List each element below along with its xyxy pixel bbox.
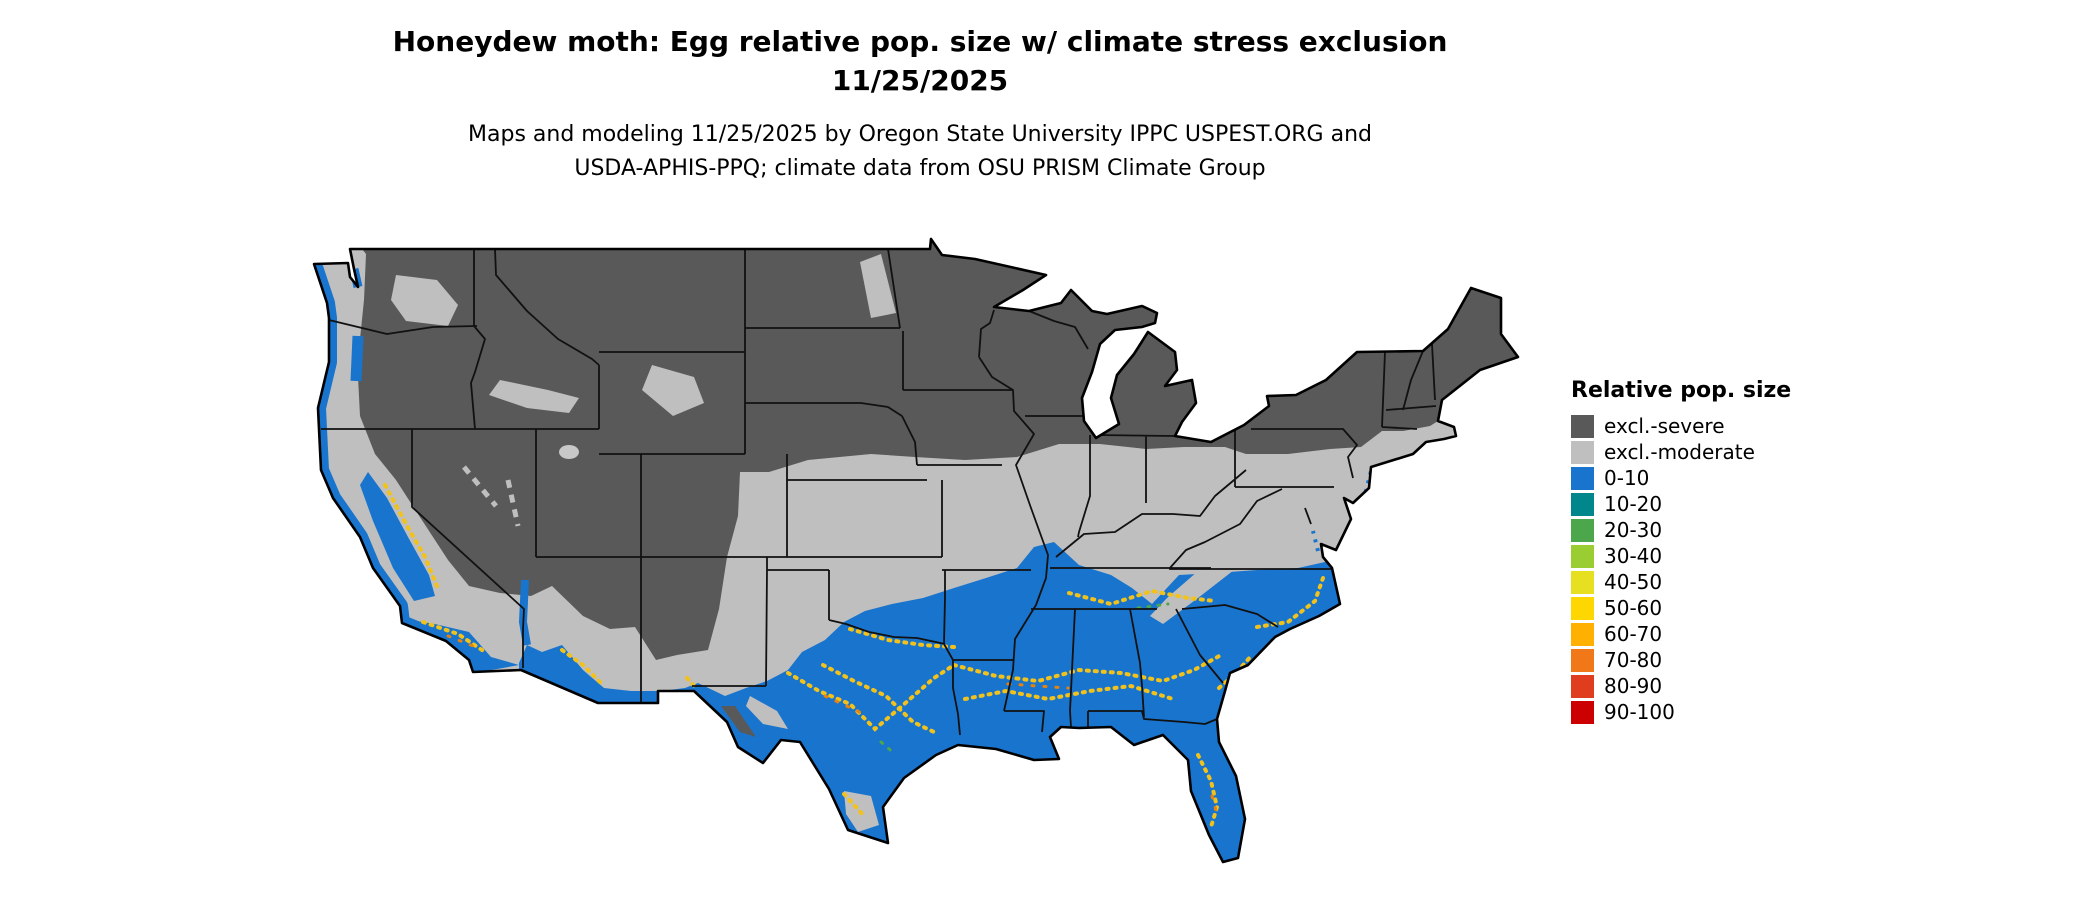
legend-item-20-30: 20-30	[1571, 519, 1871, 542]
great-salt-lake	[559, 445, 579, 459]
legend-item-70-80: 70-80	[1571, 649, 1871, 672]
layer-population-willamette	[350, 335, 364, 382]
legend-label: 60-70	[1604, 622, 1663, 646]
subtitle-line-1: Maps and modeling 11/25/2025 by Oregon S…	[468, 122, 1372, 147]
page-title: Honeydew moth: Egg relative pop. size w/…	[0, 22, 1840, 100]
legend-swatch	[1571, 441, 1594, 464]
legend: Relative pop. size excl.-severe excl.-mo…	[1571, 378, 1871, 727]
legend-swatch	[1571, 675, 1594, 698]
legend-swatch	[1571, 597, 1594, 620]
layer-speckles-green	[879, 602, 1170, 757]
legend-swatch	[1571, 701, 1594, 724]
layer-moderate-nevada-valleys	[462, 465, 521, 527]
legend-item-60-70: 60-70	[1571, 623, 1871, 646]
legend-swatch	[1571, 649, 1594, 672]
title-line-2: 11/25/2025	[831, 64, 1009, 97]
layer-moderate-appalachian-finger	[1150, 524, 1271, 624]
legend-item-excl-moderate: excl.-moderate	[1571, 441, 1871, 464]
legend-item-50-60: 50-60	[1571, 597, 1871, 620]
layer-speckles-yellow	[383, 483, 1325, 829]
legend-item-0-10: 0-10	[1571, 467, 1871, 490]
legend-swatch	[1571, 545, 1594, 568]
layer-population-central-valley	[360, 472, 435, 601]
us-map	[308, 236, 1528, 896]
legend-swatch	[1571, 571, 1594, 594]
legend-swatch	[1571, 467, 1594, 490]
legend-label: 70-80	[1604, 648, 1663, 672]
state-borders	[321, 248, 1437, 736]
legend-label: 10-20	[1604, 492, 1663, 516]
map-layers	[314, 239, 1518, 862]
legend-label: 30-40	[1604, 544, 1663, 568]
layer-moderate-snake-plain	[489, 380, 579, 413]
legend-item-80-90: 80-90	[1571, 675, 1871, 698]
layer-moderate-columbia-basin	[391, 275, 458, 326]
legend-label: excl.-severe	[1604, 414, 1725, 438]
legend-item-90-100: 90-100	[1571, 701, 1871, 724]
legend-label: 80-90	[1604, 674, 1663, 698]
page-subtitle: Maps and modeling 11/25/2025 by Oregon S…	[0, 118, 1840, 186]
legend-item-40-50: 40-50	[1571, 571, 1871, 594]
legend-swatch	[1571, 519, 1594, 542]
layer-moderate-west-texas	[746, 696, 788, 729]
legend-swatch	[1571, 415, 1594, 438]
legend-items: excl.-severe excl.-moderate 0-10 10-20 2…	[1571, 415, 1871, 724]
legend-item-10-20: 10-20	[1571, 493, 1871, 516]
title-line-1: Honeydew moth: Egg relative pop. size w/…	[392, 25, 1448, 58]
us-map-svg	[312, 237, 1520, 864]
layer-moderate-red-river-valley	[860, 254, 896, 318]
legend-label: 20-30	[1604, 518, 1663, 542]
subtitle-line-2: USDA-APHIS-PPQ; climate data from OSU PR…	[574, 156, 1266, 181]
layer-severe-davis-mountains	[721, 706, 756, 737]
legend-title: Relative pop. size	[1571, 378, 1792, 403]
layer-speckles-orange	[446, 634, 1218, 813]
us-outline	[312, 237, 1520, 864]
legend-label: 90-100	[1604, 700, 1675, 724]
legend-item-30-40: 30-40	[1571, 545, 1871, 568]
layer-moderate-wyoming-basin	[642, 365, 704, 416]
legend-label: excl.-moderate	[1604, 440, 1755, 464]
legend-label: 40-50	[1604, 570, 1663, 594]
legend-swatch	[1571, 623, 1594, 646]
legend-swatch	[1571, 493, 1594, 516]
legend-label: 50-60	[1604, 596, 1663, 620]
legend-label: 0-10	[1604, 466, 1650, 490]
legend-item-excl-severe: excl.-severe	[1571, 415, 1871, 438]
